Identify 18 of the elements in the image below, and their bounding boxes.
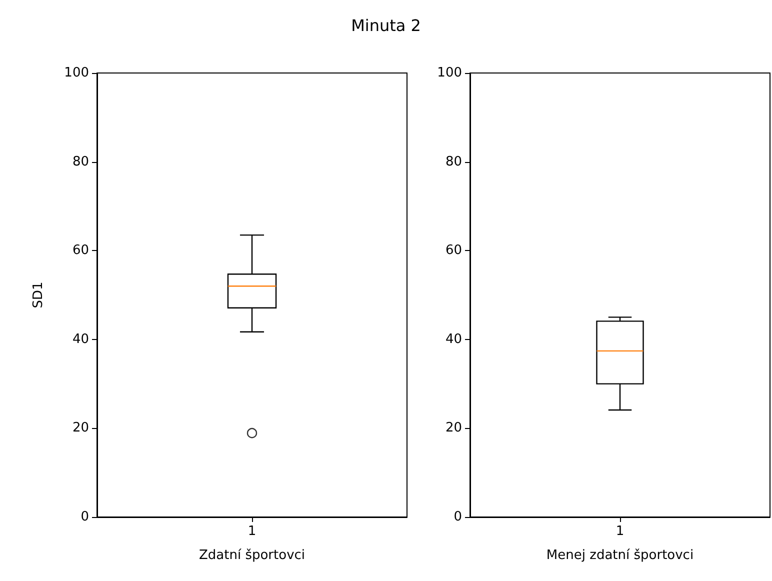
y-tick-label: 40 <box>72 332 89 347</box>
y-tick-label: 80 <box>72 154 89 170</box>
y-tick-label: 20 <box>445 420 462 436</box>
x-tick-label: 1 <box>248 524 256 539</box>
y-tick-label: 40 <box>445 332 462 347</box>
chart-title: Minuta 2 <box>350 16 422 35</box>
x-tick-label: 1 <box>616 524 624 539</box>
y-tick-label: 60 <box>72 243 89 258</box>
y-tick-label: 0 <box>454 510 462 524</box>
y-tick-label: 20 <box>72 420 89 436</box>
x-axis-title: Zdatní športovci <box>198 548 306 563</box>
y-axis-title: SD1 <box>31 282 46 308</box>
y-tick-label: 80 <box>445 154 462 170</box>
y-tick-label: 100 <box>437 66 462 80</box>
x-axis-title: Menej zdatní športovci <box>546 548 694 563</box>
y-tick-label: 0 <box>80 510 89 524</box>
y-tick-label: 100 <box>64 66 89 80</box>
y-tick-label: 60 <box>445 243 462 258</box>
